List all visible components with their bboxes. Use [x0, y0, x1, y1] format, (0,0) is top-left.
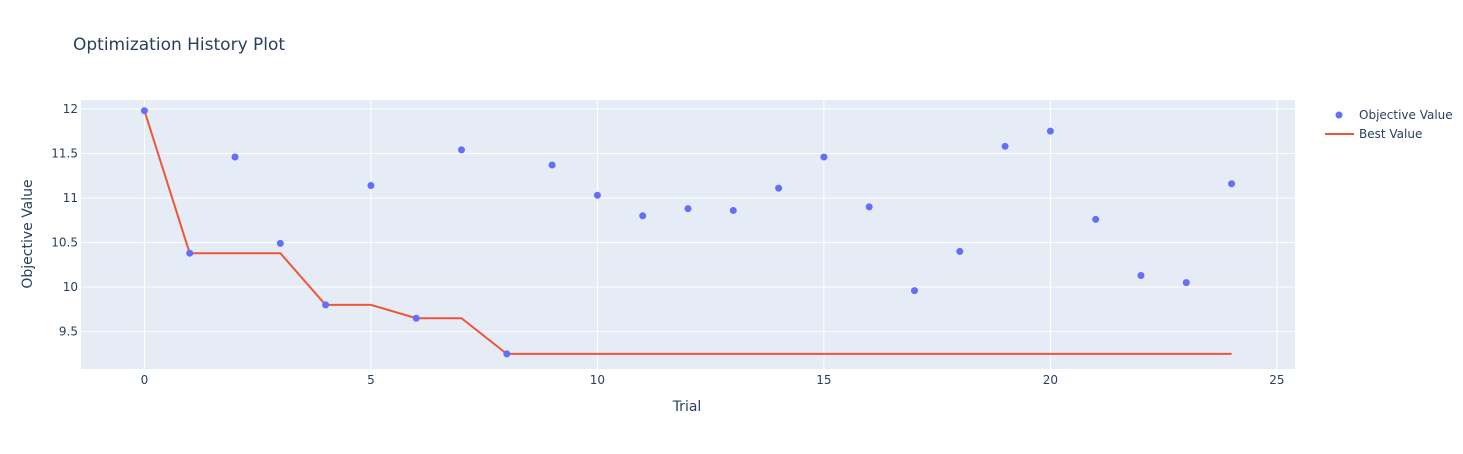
x-tick-label: 0 [141, 373, 149, 387]
objective-value-point [458, 146, 466, 154]
objective-value-point [639, 212, 647, 220]
y-tick-label: 12 [63, 102, 78, 116]
x-tick-label: 10 [590, 373, 605, 387]
legend[interactable]: Objective Value Best Value [1325, 108, 1453, 141]
objective-value-point [593, 191, 601, 199]
y-tick-label: 10 [63, 280, 78, 294]
objective-value-point [956, 247, 964, 255]
data-layer [140, 107, 1236, 358]
objective-value-point [684, 205, 692, 213]
objective-value-point [186, 249, 194, 257]
objective-value-point [1092, 215, 1100, 223]
grid-lines [81, 100, 1295, 369]
y-tick-label: 11.5 [51, 146, 78, 160]
objective-value-point [548, 161, 556, 169]
x-axis-label: Trial [672, 399, 702, 415]
plot-area [81, 100, 1295, 369]
objective-value-point [865, 203, 873, 211]
legend-item-objective-value[interactable]: Objective Value [1335, 108, 1453, 122]
objective-value-point [1228, 180, 1236, 188]
y-tick-label: 10.5 [51, 236, 78, 250]
objective-value-point [820, 153, 828, 161]
objective-value-point [910, 287, 918, 295]
y-tick-label: 11 [63, 191, 78, 205]
objective-value-point [140, 107, 148, 115]
objective-value-point [1046, 127, 1054, 135]
objective-value-point [412, 314, 420, 322]
tick-labels: 0 5 10 15 20 25 9.5 10 10.5 11 11.5 12 [51, 102, 1284, 387]
x-tick-label: 5 [367, 373, 375, 387]
x-tick-label: 25 [1269, 373, 1284, 387]
legend-marker-objective-value [1335, 111, 1343, 119]
objective-value-point [276, 239, 284, 247]
objective-value-point [1182, 279, 1190, 287]
objective-value-point [775, 184, 783, 192]
x-tick-label: 15 [816, 373, 831, 387]
chart-title: Optimization History Plot [73, 35, 285, 55]
y-tick-label: 9.5 [59, 325, 78, 339]
legend-item-best-value[interactable]: Best Value [1325, 127, 1422, 141]
objective-value-point [1001, 142, 1009, 150]
objective-value-point [729, 206, 737, 214]
x-tick-label: 20 [1043, 373, 1058, 387]
legend-label-best-value: Best Value [1359, 127, 1422, 141]
objective-value-point [1137, 271, 1145, 279]
objective-value-point [503, 350, 511, 358]
objective-value-point [367, 182, 375, 190]
objective-value-point [322, 301, 330, 309]
legend-label-objective-value: Objective Value [1359, 108, 1453, 122]
objective-value-point [231, 153, 239, 161]
y-axis-label: Objective Value [20, 179, 36, 288]
